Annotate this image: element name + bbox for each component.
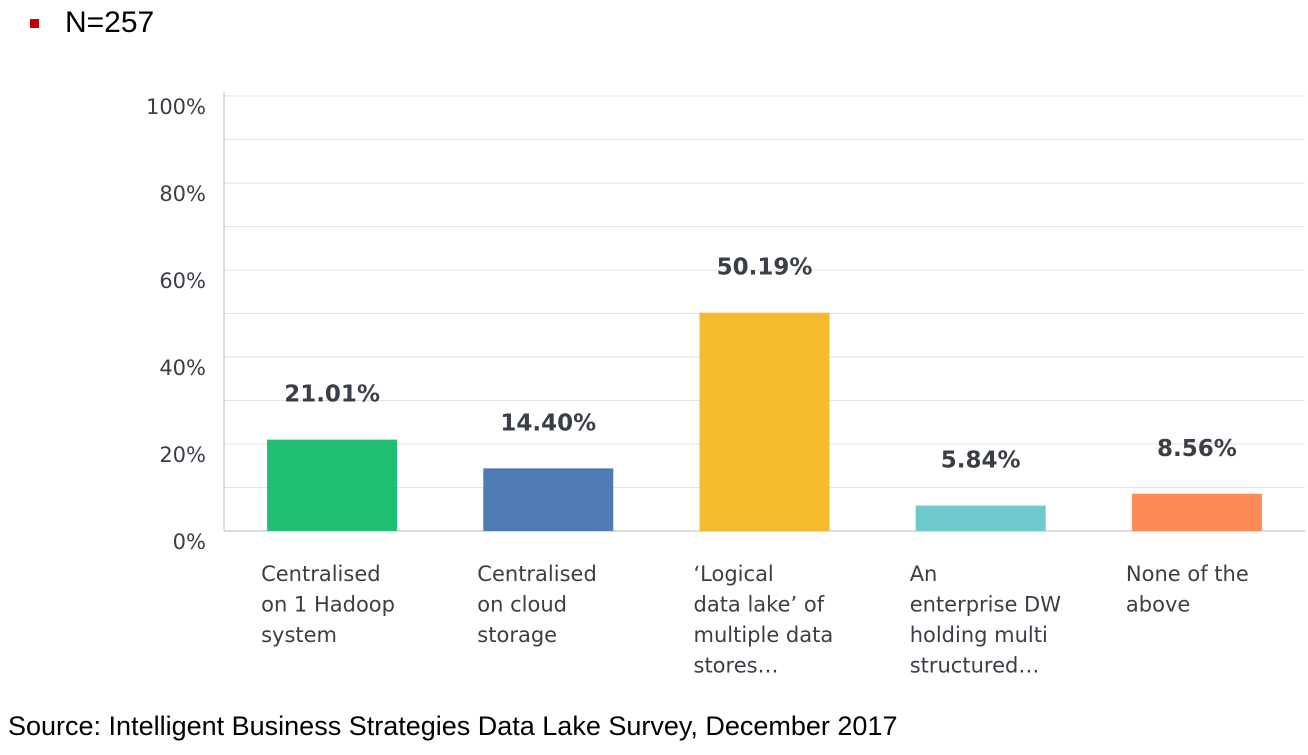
data-label: 50.19% <box>717 255 813 281</box>
bar <box>267 439 398 531</box>
data-label: 5.84% <box>941 448 1021 474</box>
x-category-line: on 1 Hadoop <box>261 593 395 617</box>
y-tick-label: 80% <box>159 182 206 206</box>
bullet-icon <box>30 18 39 28</box>
x-category-line: above <box>1126 593 1190 617</box>
x-category-line: data lake’ of <box>694 593 825 617</box>
data-label: 14.40% <box>500 410 596 436</box>
x-category-line: Centralised <box>477 562 597 586</box>
labels: 0% 20% 40% 60% 80% 100% 21.01% Centralised on 1 … <box>146 95 1249 678</box>
bar-chart: 0% 20% 40% 60% 80% 100% 21.01% Centralised on 1 … <box>146 92 1305 678</box>
x-category-line: Centralised <box>261 562 381 586</box>
data-label: 21.01% <box>284 382 380 408</box>
bars <box>267 312 1262 531</box>
x-category-line: on cloud <box>477 593 567 617</box>
x-category-line: An <box>910 562 938 586</box>
x-category-label: An enterprise DW holding multi structured… <box>910 562 1062 678</box>
x-category-line: stores… <box>694 654 779 678</box>
x-category-line: multiple data <box>694 623 834 647</box>
x-category-line: storage <box>477 623 557 647</box>
sample-size-text: N=257 <box>65 6 155 39</box>
x-category-label: Centralised on cloud storage <box>477 562 597 647</box>
bar <box>915 505 1046 531</box>
y-tick-label: 0% <box>173 530 206 554</box>
x-category-line: enterprise DW <box>910 593 1062 617</box>
x-category-line: None of the <box>1126 562 1249 586</box>
y-tick-label: 40% <box>159 356 206 380</box>
bar <box>1131 493 1262 531</box>
x-category-line: holding multi <box>910 623 1048 647</box>
y-tick-label: 100% <box>146 95 206 119</box>
y-tick-label: 20% <box>159 443 206 467</box>
y-tick-label: 60% <box>159 269 206 293</box>
x-category-label: Centralised on 1 Hadoop system <box>261 562 395 647</box>
source-caption: Source: Intelligent Business Strategies … <box>8 711 898 741</box>
x-category-label: None of the above <box>1126 562 1249 617</box>
sample-size-note: N=257 <box>30 6 154 40</box>
x-category-line: system <box>261 623 337 647</box>
bar <box>699 312 830 531</box>
gridlines <box>224 95 1305 488</box>
x-category-line: ‘Logical <box>694 562 774 586</box>
data-label: 8.56% <box>1157 436 1237 462</box>
bar <box>483 468 614 531</box>
x-category-line: structured… <box>910 654 1040 678</box>
x-category-label: ‘Logical data lake’ of multiple data stores… <box>694 562 834 678</box>
